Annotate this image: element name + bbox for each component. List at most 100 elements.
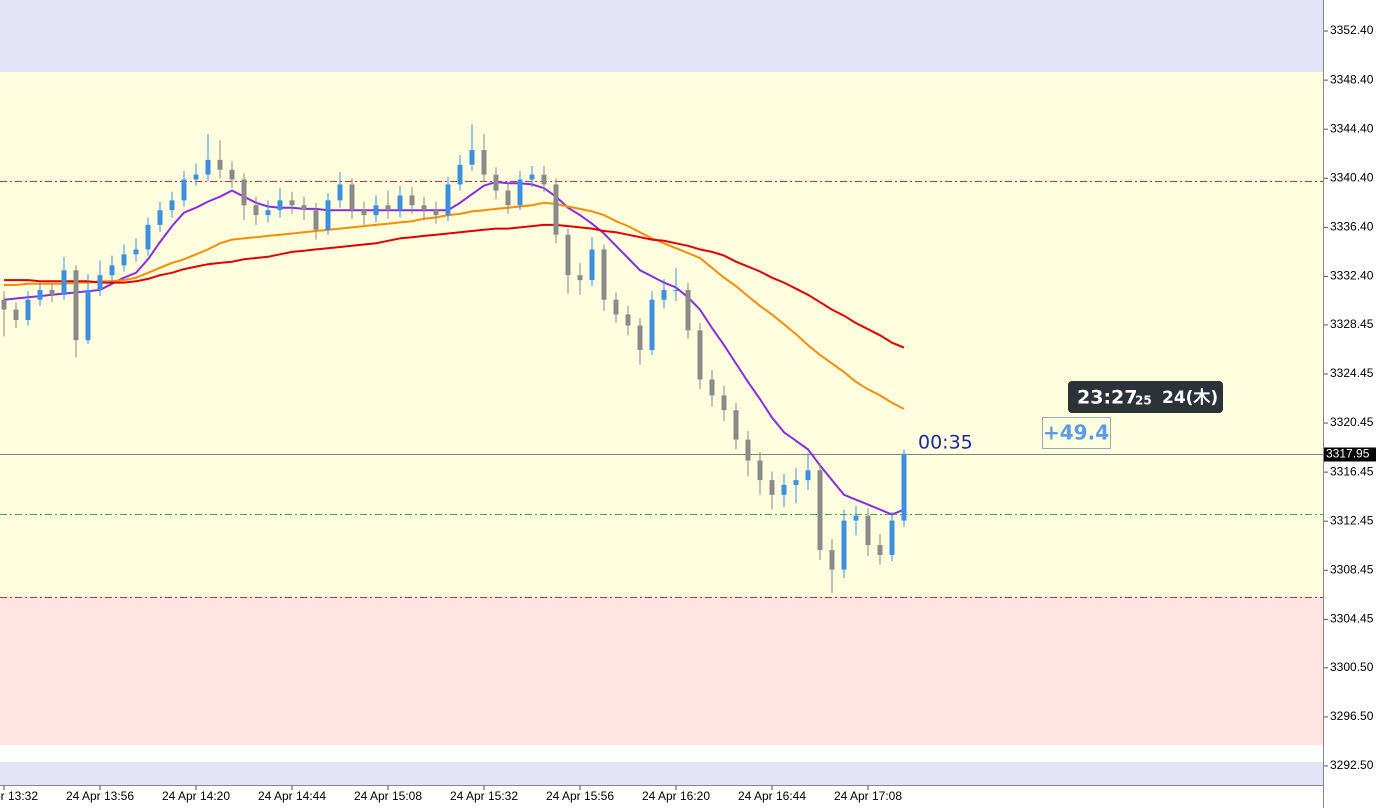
candle-body (469, 150, 475, 165)
zone (0, 762, 1323, 785)
candle-body (505, 190, 511, 206)
candle-body (157, 210, 163, 225)
candle-body (85, 289, 91, 341)
candle-body (793, 480, 799, 486)
candle-body (277, 200, 283, 211)
candle-body (37, 289, 43, 300)
x-tick-label: 24 Apr 14:20 (162, 789, 230, 803)
candle-body (25, 299, 31, 320)
candle-body (901, 453, 907, 521)
candle-body (769, 480, 775, 495)
candle-body (889, 520, 895, 555)
candle-body (673, 289, 679, 291)
last-price-box (1324, 447, 1376, 462)
candle-body (865, 515, 871, 546)
candle-body (565, 234, 571, 276)
candle-body (205, 159, 211, 175)
candle-body (493, 174, 499, 191)
candle-body (853, 515, 859, 521)
candle-body (529, 174, 535, 180)
candle-body (181, 179, 187, 201)
candles (1, 124, 907, 593)
zone (0, 597, 1323, 746)
x-tick-label: 24 Apr 15:56 (546, 789, 614, 803)
candle-body (13, 309, 19, 320)
candle-body (349, 184, 355, 211)
candle-body (829, 550, 835, 570)
moving-average (3, 180, 905, 516)
y-tick-label: 3320.45 (1330, 415, 1374, 429)
candle-body (625, 314, 631, 326)
candle-body (325, 200, 331, 230)
x-tick-label: 24 Apr 17:08 (834, 789, 902, 803)
x-tick-label: 24 Apr 15:08 (354, 789, 422, 803)
x-tick-label: 24 Apr 16:20 (642, 789, 710, 803)
candle-body (661, 289, 667, 300)
candle-body (613, 299, 619, 315)
candle-body (121, 254, 127, 266)
candle-body (481, 150, 487, 175)
candle-body (265, 210, 271, 216)
y-tick-label: 3340.40 (1330, 170, 1374, 184)
moving-average (4, 223, 905, 349)
lines (0, 180, 1323, 598)
candle-body (169, 200, 175, 211)
candle-body (229, 169, 235, 180)
candle-body (133, 249, 139, 255)
candle-body (289, 200, 295, 206)
y-tick-label: 3296.50 (1330, 709, 1374, 723)
candle-body (445, 184, 451, 216)
moving-average (4, 201, 905, 410)
candle-body (97, 275, 103, 290)
candle-body (193, 174, 199, 180)
y-tick-label: 3312.45 (1330, 513, 1374, 527)
candle-body (697, 330, 703, 380)
pips-box (1042, 417, 1111, 449)
candle-body (517, 179, 523, 206)
candle-body (301, 205, 307, 211)
candle-body (253, 205, 259, 216)
zone (0, 0, 1323, 73)
candle-body (541, 174, 547, 185)
y-tick-label: 3332.40 (1330, 269, 1374, 283)
x-tick-label: 24 Apr 15:32 (450, 789, 518, 803)
candle-body (781, 485, 787, 495)
candle-body (421, 205, 427, 211)
y-tick-label: 3324.45 (1330, 366, 1374, 380)
candle-body (841, 520, 847, 570)
candle-body (337, 184, 343, 201)
candle-body (373, 205, 379, 216)
candle-body (49, 289, 55, 295)
axes: 3352.40 3348.40 3344.40 3340.40 3336.40 3332.… (0, 23, 1376, 803)
candle-body (145, 224, 151, 250)
candle-body (817, 470, 823, 551)
last-price-label: 3317.95 (1326, 447, 1370, 461)
candle-body (685, 289, 691, 331)
y-tick-label: 3336.40 (1330, 220, 1374, 234)
candle-body (457, 164, 463, 185)
candle-body (577, 275, 583, 281)
y-tick-label: 3300.50 (1330, 660, 1374, 674)
y-tick-label: 3352.40 (1330, 23, 1374, 37)
candle-body (649, 299, 655, 351)
candle-body (61, 270, 67, 295)
candle-body (745, 439, 751, 461)
clock-badge (1068, 381, 1223, 413)
candle-body (805, 470, 811, 481)
y-tick-label: 3308.45 (1330, 562, 1374, 576)
candle-body (1, 299, 7, 310)
countdown: 00:35 (918, 432, 973, 454)
pips: +49.4 (1043, 421, 1109, 445)
y-tick-label: 3292.50 (1330, 758, 1374, 772)
candle-body (637, 325, 643, 351)
candle-body (721, 395, 727, 411)
candle-body (217, 159, 223, 170)
x-tick-label: 24 Apr 14:44 (258, 789, 326, 803)
candle-body (553, 184, 559, 235)
x-tick-label: 24 Apr 13:32 (0, 789, 38, 803)
candle-body (709, 379, 715, 396)
x-tick-label: 24 Apr 16:44 (738, 789, 806, 803)
candle-body (409, 195, 415, 206)
